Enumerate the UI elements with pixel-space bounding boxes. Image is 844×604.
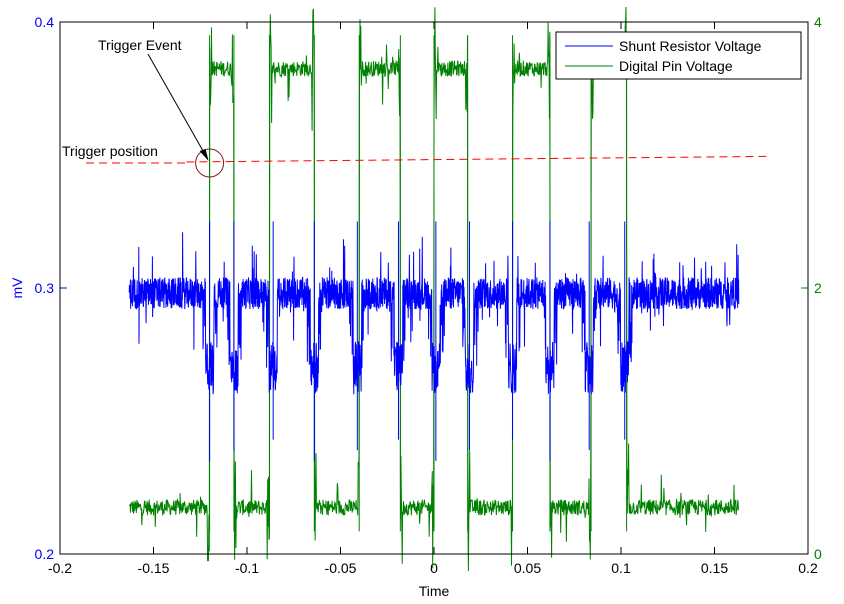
trigger-event-label: Trigger Event — [98, 37, 182, 53]
series-line-shunt-resistor — [128, 232, 740, 395]
trigger-position-label-box — [58, 140, 186, 180]
trigger-marker-circle — [195, 148, 225, 178]
trigger-event-arrowhead — [199, 148, 209, 161]
x-tick-label: 0.1 — [611, 560, 631, 576]
plot-area-frame — [59, 21, 809, 555]
trigger-position-label: Trigger position — [62, 143, 158, 159]
left-y-tick-label: 0.3 — [35, 280, 55, 296]
x-tick-label: -0.2 — [48, 560, 72, 576]
right-y-tick-label: 4 — [814, 14, 822, 30]
legend-box — [555, 31, 802, 80]
x-tick-label: -0.05 — [325, 560, 357, 576]
left-axis-title: mV — [9, 277, 25, 299]
trigger-position-line — [82, 155, 771, 164]
x-tick-label: -0.1 — [235, 560, 259, 576]
x-tick-label: -0.15 — [138, 560, 170, 576]
left-y-tick-label: 0.4 — [35, 14, 55, 30]
legend-label-digital: Digital Pin Voltage — [619, 58, 733, 74]
x-tick-label: 0.15 — [701, 560, 728, 576]
legend: Shunt Resistor Voltage Digital Pin Volta… — [555, 31, 802, 80]
legend-label-shunt: Shunt Resistor Voltage — [619, 38, 762, 54]
trigger-event-arrow — [147, 53, 209, 160]
right-y-tick-label: 2 — [814, 280, 822, 296]
x-tick-label: 0.2 — [798, 560, 818, 576]
x-tick-label: 0.05 — [514, 560, 541, 576]
x-tick-label: 0 — [430, 560, 438, 576]
right-y-tick-label: 0 — [814, 546, 822, 562]
x-axis-title: Time — [419, 583, 450, 599]
left-y-tick-label: 0.2 — [35, 546, 55, 562]
